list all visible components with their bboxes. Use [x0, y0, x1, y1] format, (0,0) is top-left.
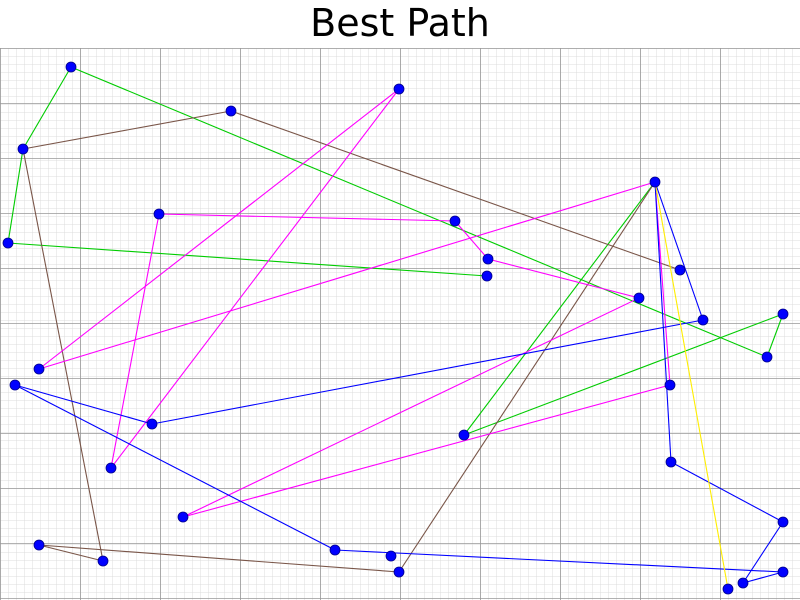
node-5: [153, 208, 165, 220]
path-3-edge: [14, 384, 153, 425]
node-14: [761, 351, 773, 363]
node-0: [65, 61, 77, 73]
node-3: [17, 143, 29, 155]
path-3-edge: [654, 181, 672, 463]
node-1: [225, 105, 237, 117]
path-1-edge: [398, 181, 656, 573]
path-0-edge: [463, 313, 784, 436]
path-2-edge: [182, 384, 671, 518]
node-16: [9, 379, 21, 391]
node-9: [481, 270, 493, 282]
path-2-edge: [487, 258, 640, 299]
node-23: [777, 516, 789, 528]
path-1-edge: [22, 148, 104, 562]
node-27: [97, 555, 109, 567]
path-0-edge: [70, 66, 768, 358]
chart-title: Best Path: [310, 1, 490, 45]
node-12: [697, 314, 709, 326]
path-0-edge: [7, 242, 488, 277]
node-22: [177, 511, 189, 523]
path-4-edge: [654, 181, 729, 590]
node-13: [777, 308, 789, 320]
path-0-edge: [463, 181, 656, 436]
path-3-edge: [742, 571, 784, 584]
path-plot: [0, 48, 800, 600]
path-1-edge: [22, 110, 232, 150]
node-6: [449, 215, 461, 227]
node-18: [146, 418, 158, 430]
node-24: [33, 539, 45, 551]
path-2-edge: [38, 88, 400, 370]
node-30: [737, 577, 749, 589]
path-1-edge: [230, 110, 681, 271]
node-10: [674, 264, 686, 276]
path-2-edge: [158, 213, 456, 222]
node-17: [664, 379, 676, 391]
path-2-edge: [654, 181, 671, 386]
node-11: [633, 292, 645, 304]
node-21: [105, 462, 117, 474]
path-0-edge: [7, 148, 24, 244]
node-25: [329, 544, 341, 556]
node-7: [2, 237, 14, 249]
path-edges: [7, 66, 784, 590]
path-2-edge: [38, 181, 656, 370]
node-15: [33, 363, 45, 375]
node-29: [777, 566, 789, 578]
node-26: [385, 550, 397, 562]
path-3-edge: [742, 521, 784, 584]
path-2-edge: [110, 213, 160, 469]
node-28: [393, 566, 405, 578]
path-0-edge: [22, 66, 72, 150]
path-3-edge: [670, 461, 784, 523]
path-2-edge: [454, 220, 489, 260]
path-3-edge: [654, 181, 704, 321]
path-2-edge: [182, 297, 640, 518]
node-4: [649, 176, 661, 188]
node-8: [482, 253, 494, 265]
path-3-edge: [151, 319, 704, 425]
path-1-edge: [38, 544, 400, 573]
path-1-edge: [38, 544, 104, 562]
path-2-edge: [110, 88, 400, 469]
path-nodes: [2, 61, 789, 595]
path-3-edge: [14, 384, 336, 551]
path-3-edge: [334, 549, 784, 573]
node-31: [722, 583, 734, 595]
node-19: [458, 429, 470, 441]
node-2: [393, 83, 405, 95]
path-0-edge: [766, 313, 784, 358]
node-20: [665, 456, 677, 468]
